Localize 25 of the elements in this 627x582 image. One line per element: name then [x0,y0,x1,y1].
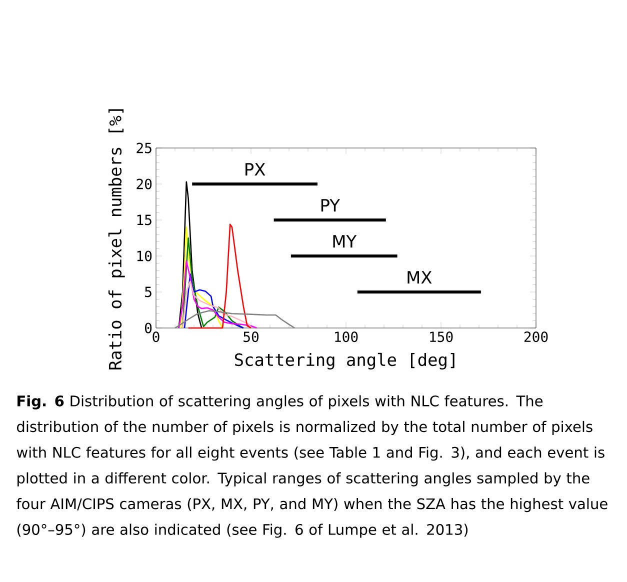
line-series [178,181,202,329]
line-series [180,226,224,329]
x-tick-label: 150 [430,332,453,342]
x-tick-label: 100 [335,332,358,342]
series-label: PX [246,163,266,176]
line-series [182,280,252,329]
y-tick-label: 15 [137,214,152,226]
text: Fig. 6 Distribution of scattering angles of pixels with NLC features. The distribution of the number of pixels is normalized by the total number of pixels with NLC features for all eight events (see Table 1 and Fig. 3), and each event is plotted in a different color. Typical ranges of scattering angles sampled by the four AIM/CIPS cameras (PX, MX, PY, and MY) when the SZA has the highest value (90°–95°) are also indicated (see Fig. 6 of Lumpe et al. 2013) [16,395,608,538]
y-tick-label: 10 [137,250,152,262]
y-tick-label: 0 [144,322,152,334]
line-series [178,260,258,329]
y-axis-title: Ratio of pixel numbers [%] [108,109,125,370]
line-series [182,237,244,329]
series-label: MX [408,271,432,284]
y-tick-label: 25 [136,142,152,154]
x-tick-label: 200 [524,332,548,342]
x-axis-title: Scattering angle [deg] [234,352,454,370]
series-label: PY [321,199,340,212]
series-label: MY [333,235,357,248]
line-series [184,273,244,329]
y-tick-label: 5 [145,286,152,298]
x-tick-label: 50 [244,332,259,342]
line-series [188,224,252,329]
x-tick-label: 0 [152,332,160,342]
y-tick-label: 20 [136,178,152,190]
